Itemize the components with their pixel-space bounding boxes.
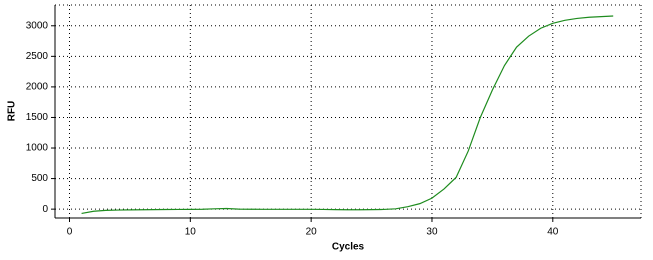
y-axis-title: RFU xyxy=(7,101,18,122)
x-tick-label: 10 xyxy=(185,227,197,238)
y-tick-label: 500 xyxy=(31,173,48,184)
plot-area xyxy=(55,5,641,218)
y-tick-label: 3000 xyxy=(26,20,49,31)
y-tick-label: 0 xyxy=(42,204,48,215)
y-tick-label: 2000 xyxy=(26,82,49,93)
y-tick-label: 2500 xyxy=(26,51,49,62)
y-tick-label: 1500 xyxy=(26,112,49,123)
data-line xyxy=(81,15,614,215)
x-tick-label: 20 xyxy=(306,227,318,238)
x-axis-title: Cycles xyxy=(332,242,365,253)
y-tick-label: 1000 xyxy=(26,143,49,154)
x-tick-label: 30 xyxy=(426,227,438,238)
x-tick-label: 0 xyxy=(67,227,73,238)
x-tick-label: 40 xyxy=(547,227,559,238)
